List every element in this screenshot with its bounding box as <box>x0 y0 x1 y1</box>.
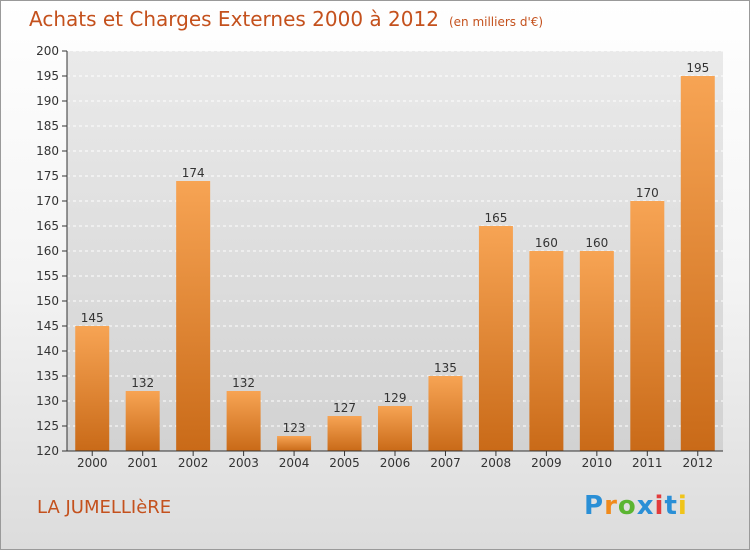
bar-value-label: 165 <box>484 211 507 225</box>
x-tick-label: 2006 <box>380 456 411 470</box>
bar <box>176 181 211 451</box>
bar-value-label: 132 <box>131 376 154 390</box>
x-tick-label: 2007 <box>430 456 461 470</box>
y-tick-label: 120 <box>36 444 59 458</box>
x-tick-label: 2005 <box>329 456 360 470</box>
x-tick-label: 2003 <box>228 456 259 470</box>
x-tick-label: 2001 <box>127 456 158 470</box>
y-axis: 120 125 130 135 140 145 150 155 160 165 170 175 180 1… <box>36 44 68 458</box>
y-tick-label: 175 <box>36 169 59 183</box>
logo-letter: x <box>636 491 655 521</box>
bar-value-label: 174 <box>182 166 205 180</box>
bar <box>75 326 110 451</box>
bar-value-label: 160 <box>535 236 558 250</box>
x-tick-label: 2000 <box>77 456 108 470</box>
bar-value-label: 160 <box>585 236 608 250</box>
y-tick-label: 190 <box>36 94 59 108</box>
bar <box>277 436 312 451</box>
logo-letter: r <box>604 491 618 521</box>
y-tick-label: 200 <box>36 44 59 58</box>
y-tick-label: 125 <box>36 419 59 433</box>
y-tick-label: 145 <box>36 319 59 333</box>
bar <box>680 76 715 451</box>
bar <box>125 391 160 451</box>
x-tick-label: 2004 <box>279 456 310 470</box>
x-tick-label: 2009 <box>531 456 562 470</box>
y-tick-label: 150 <box>36 294 59 308</box>
bar-value-label: 195 <box>686 61 709 75</box>
x-tick-label: 2010 <box>582 456 613 470</box>
bar <box>428 376 463 451</box>
bar-value-label: 127 <box>333 401 356 415</box>
bar-value-label: 170 <box>636 186 659 200</box>
bar <box>630 201 665 451</box>
bar <box>327 416 362 451</box>
y-tick-label: 130 <box>36 394 59 408</box>
y-tick-label: 195 <box>36 69 59 83</box>
bar-value-label: 145 <box>81 311 104 325</box>
logo-letter: P <box>584 491 605 521</box>
x-tick-label: 2011 <box>632 456 663 470</box>
bar <box>529 251 564 451</box>
y-tick-label: 140 <box>36 344 59 358</box>
bar-value-label: 135 <box>434 361 457 375</box>
logo-letter: i <box>654 491 665 521</box>
x-axis: 2000 2001 2002 2003 2004 2005 2006 2007 2008 2009… <box>67 450 723 470</box>
bar <box>226 391 261 451</box>
y-tick-label: 165 <box>36 219 59 233</box>
logo-letter: o <box>617 491 637 521</box>
bar <box>579 251 614 451</box>
x-tick-label: 2002 <box>178 456 209 470</box>
bar-value-label: 132 <box>232 376 255 390</box>
commune-name: LA JUMELLIèRE <box>37 497 172 518</box>
bars: 145 132 174 132 123 127 129 135 165 160 160 170 195 <box>75 61 715 451</box>
y-tick-label: 135 <box>36 369 59 383</box>
x-tick-label: 2008 <box>481 456 512 470</box>
bar-value-label: 123 <box>283 421 306 435</box>
bar <box>378 406 412 451</box>
bar <box>478 226 513 451</box>
y-tick-label: 180 <box>36 144 59 158</box>
x-tick-label: 2012 <box>682 456 713 470</box>
y-tick-label: 170 <box>36 194 59 208</box>
chart-title-text: Achats et Charges Externes 2000 à 2012 <box>29 7 439 31</box>
bar-value-label: 129 <box>384 391 407 405</box>
chart-title: Achats et Charges Externes 2000 à 2012 (e… <box>29 7 543 31</box>
logo-letter: t <box>664 491 678 521</box>
y-tick-label: 185 <box>36 119 59 133</box>
proxiti-logo: Proxiti <box>584 491 688 521</box>
y-tick-label: 155 <box>36 269 59 283</box>
y-tick-label: 160 <box>36 244 59 258</box>
chart-unit: (en milliers d'€) <box>448 15 544 29</box>
logo-letter: i <box>677 491 688 521</box>
